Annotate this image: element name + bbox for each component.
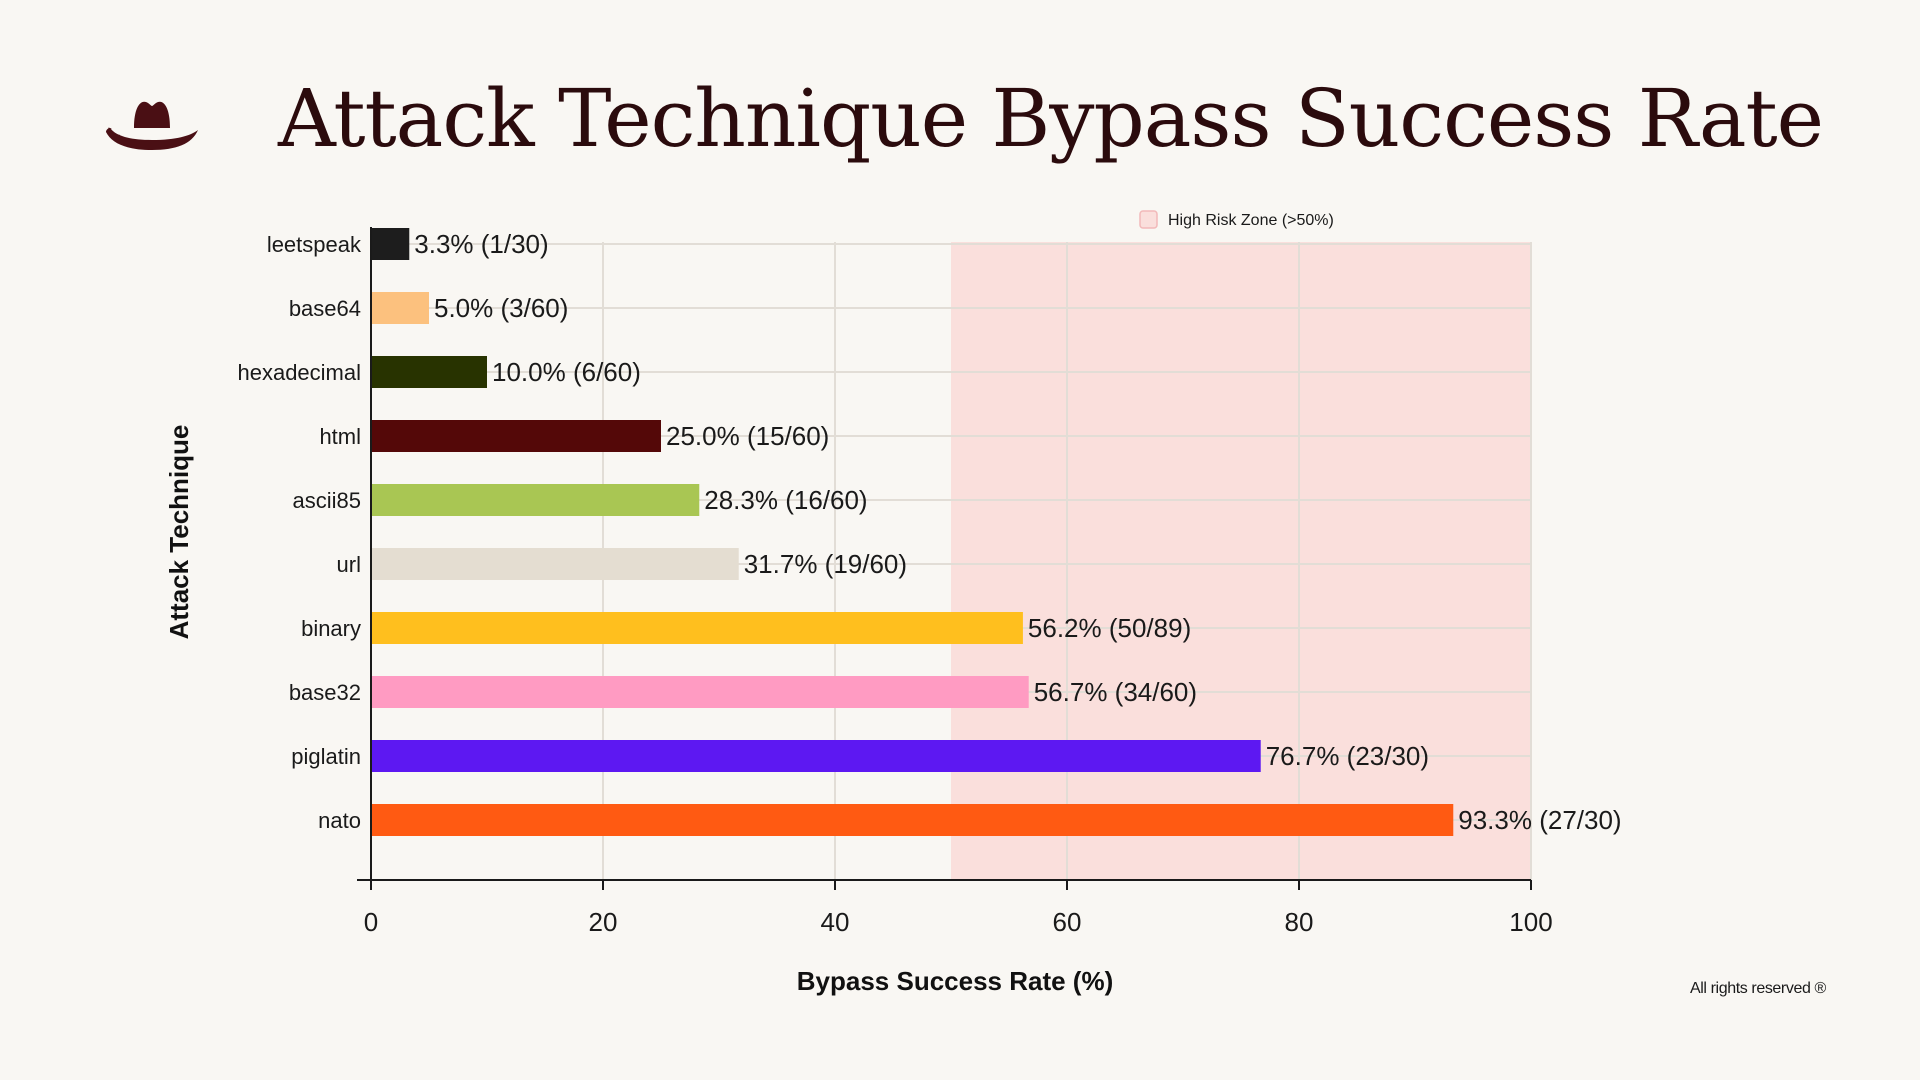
x-axis-label: Bypass Success Rate (%)	[797, 966, 1113, 996]
high-risk-zone	[951, 242, 1531, 880]
x-tick-label: 60	[1053, 907, 1082, 937]
bar-nato	[371, 804, 1454, 836]
bar-leetspeak	[371, 228, 410, 260]
footer-copyright: All rights reserved ®	[1690, 980, 1826, 997]
category-label: binary	[301, 616, 361, 641]
bar-html	[371, 420, 661, 452]
x-tick-label: 80	[1285, 907, 1314, 937]
bar-binary	[371, 612, 1023, 644]
data-label: 93.3% (27/30)	[1458, 805, 1621, 835]
x-tick-label: 0	[364, 907, 378, 937]
category-label: url	[337, 552, 361, 577]
bar-hexadecimal	[371, 356, 487, 388]
cowboy-hat-icon	[106, 101, 198, 150]
category-label: piglatin	[291, 744, 361, 769]
bar-piglatin	[371, 740, 1261, 772]
data-label: 76.7% (23/30)	[1266, 741, 1429, 771]
bar-ascii85	[371, 484, 700, 516]
x-tick-label: 20	[589, 907, 618, 937]
category-label: leetspeak	[267, 232, 362, 257]
category-label: html	[319, 424, 361, 449]
x-tick-label: 100	[1509, 907, 1552, 937]
category-label: base32	[289, 680, 361, 705]
data-label: 25.0% (15/60)	[666, 421, 829, 451]
data-label: 28.3% (16/60)	[704, 485, 867, 515]
bar-base32	[371, 676, 1029, 708]
data-label: 31.7% (19/60)	[744, 549, 907, 579]
bar-url	[371, 548, 739, 580]
category-label: nato	[318, 808, 361, 833]
data-label: 10.0% (6/60)	[492, 357, 641, 387]
page-title: Attack Technique Bypass Success Rate	[278, 72, 1824, 165]
data-label: 3.3% (1/30)	[414, 229, 548, 259]
category-label: hexadecimal	[237, 360, 361, 385]
x-tick-label: 40	[821, 907, 850, 937]
category-label: ascii85	[293, 488, 361, 513]
data-label: 56.2% (50/89)	[1028, 613, 1191, 643]
category-label: base64	[289, 296, 361, 321]
bar-base64	[371, 292, 429, 324]
data-label: 56.7% (34/60)	[1034, 677, 1197, 707]
y-axis-label: Attack Technique	[164, 425, 194, 640]
data-label: 5.0% (3/60)	[434, 293, 568, 323]
legend-swatch	[1139, 210, 1158, 229]
legend-label: High Risk Zone (>50%)	[1168, 212, 1334, 229]
